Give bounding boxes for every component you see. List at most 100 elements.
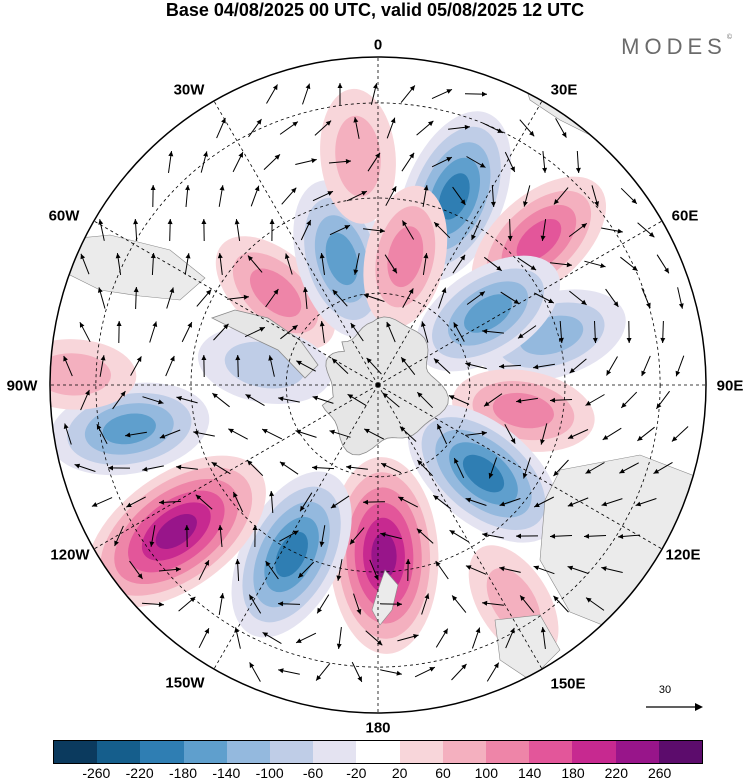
wind-arrow [198,559,210,581]
wind-arrow [295,158,317,165]
wind-arrow [519,119,535,137]
wind-arrow [98,219,105,241]
brand-logo: MODES© [621,34,732,59]
colorbar-tick-label: 220 [604,765,629,781]
wind-arrow [314,120,332,136]
meridian-line [377,384,546,675]
wind-arrow [486,662,500,682]
wind-arrow [448,395,470,405]
wind-arrow [213,323,229,341]
colorbar-tick-label: -220 [125,765,154,781]
wind-arrow [350,322,364,342]
wind-arrow [295,632,317,644]
wind-arrow [400,85,416,103]
wind-arrow [416,391,434,409]
colorbar-swatch [270,741,314,763]
lon-label-120e: 120E [665,546,701,564]
wind-arrow [159,429,181,439]
wind-arrow [397,634,419,642]
wind-arrow [617,534,641,539]
wind-arrow [431,156,453,168]
wind-arrow [80,389,90,411]
wind-arrow [347,393,367,407]
anomaly-contour [335,115,381,197]
wind-arrow [249,662,261,682]
wind-arrow [400,356,416,376]
wind-arrow [141,602,165,607]
anomaly-contour [325,232,358,286]
wind-arrow [619,462,639,474]
graticule [50,57,706,713]
wind-arrow [228,428,248,440]
wind-arrow [265,560,279,580]
wind-arrow [252,524,258,548]
wind-arrow [366,357,382,375]
wind-arrow [385,186,397,206]
wind-arrow [195,494,213,510]
wind-arrow [422,253,429,275]
wind-arrow [235,354,241,378]
wind-arrow [567,565,589,574]
wind-arrow [483,393,503,407]
wind-arrow [211,461,231,475]
wind-arrow [232,151,244,173]
meridian-line [210,384,379,675]
colorbar-swatch [140,741,184,763]
wind-arrow [626,320,632,344]
wind-arrow [585,597,605,611]
wind-arrow [569,290,587,306]
wind-arrow [466,156,486,168]
wind-arrow [166,287,175,309]
wind-arrow [198,627,210,649]
wind-arrow [167,218,173,242]
wind-arrow [507,218,513,242]
wind-arrow [262,631,282,645]
wind-arrow [504,424,516,444]
lon-label-180: 180 [365,719,391,737]
wind-arrow [116,320,122,344]
wind-arrow [414,666,436,678]
wind-arrow [575,150,581,174]
wind-arrow [584,260,606,268]
meridian-line [88,217,379,386]
wind-arrow [490,184,496,208]
colorbar-tick-label: -100 [255,765,284,781]
wind-arrow [337,83,343,105]
wind-arrow [336,559,343,581]
wind-arrow [553,459,569,477]
wind-arrow [185,184,190,208]
colorbar-tick-label: 140 [517,765,542,781]
wind-arrow [397,496,419,508]
colorbar-swatch [529,741,573,763]
colorbar-tick-label: -260 [82,765,111,781]
wind-arrow [452,186,466,206]
wind-arrow [451,595,467,613]
wind-arrow [421,593,430,615]
wind-vectors [63,83,689,683]
lon-label-0: 0 [373,36,383,54]
wind-arrow [201,218,207,242]
wind-arrow [466,291,486,305]
lon-label-150w: 150W [165,674,205,692]
wind-arrow [79,321,91,343]
wind-arrow [227,294,249,300]
wind-arrow [382,392,400,408]
wind-arrow [184,253,191,275]
lon-label-120w: 120W [50,546,90,564]
colorbar-swatch [486,741,530,763]
wind-arrow [533,496,555,508]
wind-arrow [80,253,90,275]
lon-label-60e: 60E [671,207,699,225]
wind-arrow [675,355,685,377]
reference-vector-label: 30 [658,684,672,696]
wind-arrow [540,423,548,445]
colorbar-tick-label: 100 [474,765,499,781]
wind-arrow [533,565,555,575]
anomaly-contour [50,353,111,396]
wind-arrow [353,253,360,275]
wind-arrow [303,286,308,310]
colorbar-tick-label: 60 [435,765,451,781]
wind-arrow [176,396,198,404]
wind-arrow [234,219,241,241]
